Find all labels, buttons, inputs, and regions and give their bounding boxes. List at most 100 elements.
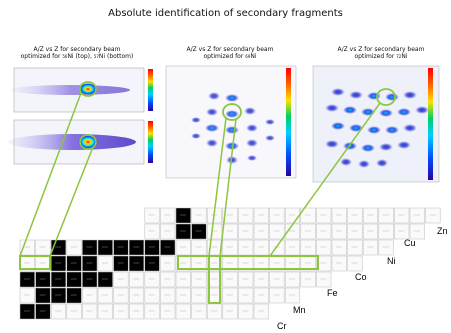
nuclide-cell (128, 303, 145, 320)
nuclide-cell (238, 207, 254, 224)
nuclide-cell (362, 239, 379, 256)
nuclide-cell (378, 239, 394, 256)
panel-caption-ni69: A/Z vs Z for secondary beam optimized fo… (186, 46, 274, 60)
nuclide-cell (331, 223, 347, 240)
nuclide-cell (128, 287, 145, 304)
nuclide-chart (19, 207, 441, 320)
element-label-mn: Mn (293, 305, 306, 315)
nuclide-cell (269, 223, 285, 240)
highlight-box-ni69-column (208, 255, 221, 304)
plot-ni72 (312, 65, 440, 183)
highlight-circle-ni69 (222, 103, 242, 121)
element-label-zn: Zn (437, 226, 448, 236)
nuclide-cell (144, 255, 160, 272)
nuclide-cell (144, 271, 160, 288)
nuclide-cell (191, 239, 207, 256)
nuclide-cell (191, 223, 207, 240)
nuclide-cell (113, 239, 129, 256)
nuclide-cell (284, 271, 301, 288)
nuclide-cell (97, 255, 113, 272)
nuclide-cell (82, 287, 98, 304)
nuclide-cell (113, 255, 129, 272)
page-title: Absolute identification of secondary fra… (108, 8, 343, 19)
nuclide-cell (144, 239, 160, 256)
nuclide-cell (269, 207, 285, 224)
nuclide-cell (222, 239, 238, 256)
nuclide-cell (35, 271, 51, 288)
nuclide-cell (50, 303, 67, 320)
nuclide-cell (300, 223, 316, 240)
nuclide-cell (82, 271, 98, 288)
nuclide-cell (206, 303, 223, 320)
element-label-cu: Cu (404, 238, 416, 248)
plot-ni56-top (10, 67, 153, 113)
nuclide-cell (238, 303, 254, 320)
nuclide-cell (300, 239, 316, 256)
nuclide-cell (175, 207, 191, 224)
nuclide-cell (269, 287, 285, 304)
nuclide-cell (191, 287, 207, 304)
highlight-box-ni-row (177, 255, 319, 270)
nuclide-cell (253, 287, 269, 304)
nuclide-cell (409, 207, 425, 224)
highlight-circle-ni57 (79, 134, 97, 150)
nuclide-cell (113, 303, 129, 320)
nuclide-cell (97, 271, 113, 288)
highlight-circle-ni72 (376, 88, 396, 106)
nuclide-cell (191, 207, 207, 224)
nuclide-cell (331, 239, 347, 256)
nuclide-cell (50, 271, 67, 288)
nuclide-cell (19, 239, 35, 256)
nuclide-cell (19, 303, 35, 320)
nuclide-cell (175, 303, 191, 320)
nuclide-cell (50, 287, 67, 304)
nuclide-cell (316, 207, 332, 224)
nuclide-cell (144, 303, 160, 320)
nuclide-cell (206, 271, 223, 288)
nuclide-cell (347, 207, 363, 224)
nuclide-cell (222, 271, 238, 288)
nuclide-cell (394, 223, 410, 240)
nuclide-cell (316, 239, 332, 256)
nuclide-cell (347, 255, 363, 272)
nuclide-cell (160, 223, 176, 240)
nuclide-cell (394, 207, 410, 224)
nuclide-cell (66, 271, 82, 288)
nuclide-cell (175, 239, 191, 256)
element-label-fe: Fe (327, 288, 338, 298)
nuclide-cell (175, 223, 191, 240)
highlight-circle-ni56 (79, 81, 97, 97)
plot-ni57-bottom (8, 119, 153, 165)
nuclide-cell (378, 207, 394, 224)
nuclide-cell (97, 239, 113, 256)
nuclide-cell (316, 255, 332, 272)
nuclide-cell (128, 271, 145, 288)
nuclide-cell (253, 271, 269, 288)
nuclide-cell (331, 207, 347, 224)
nuclide-cell (19, 287, 35, 304)
nuclide-cell (253, 303, 269, 320)
nuclide-cell (66, 303, 82, 320)
nuclide-cell (160, 287, 176, 304)
nuclide-cell (238, 287, 254, 304)
panel-caption-ni56-ni57: A/Z vs Z for secondary beam optimized fo… (20, 46, 134, 60)
nuclide-cell (144, 207, 160, 224)
nuclide-cell (175, 271, 191, 288)
nuclide-cell (222, 303, 238, 320)
nuclide-cell (316, 223, 332, 240)
nuclide-cell (284, 207, 301, 224)
nuclide-cell (113, 287, 129, 304)
nuclide-cell (191, 303, 207, 320)
nuclide-cell (82, 255, 98, 272)
nuclide-cell (160, 303, 176, 320)
nuclide-cell (144, 287, 160, 304)
nuclide-cell (238, 239, 254, 256)
nuclide-cell (66, 287, 82, 304)
nuclide-cell (35, 303, 51, 320)
nuclide-cell (160, 271, 176, 288)
nuclide-cell (160, 207, 176, 224)
nuclide-cell (409, 223, 425, 240)
nuclide-cell (238, 223, 254, 240)
nuclide-cell (97, 287, 113, 304)
nuclide-cell (378, 223, 394, 240)
